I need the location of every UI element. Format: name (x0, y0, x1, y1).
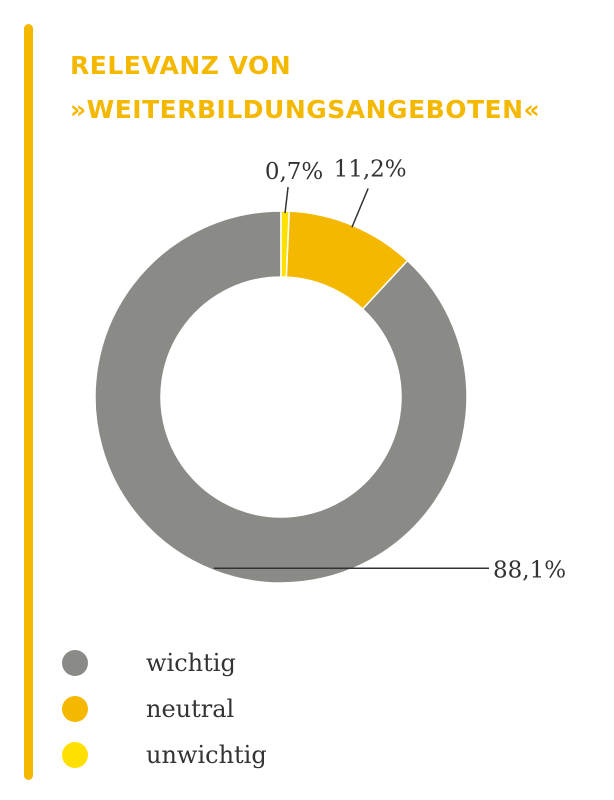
chart-title-line1: RELEVANZ VON (70, 51, 292, 80)
pie-slice-wichtig (94, 210, 468, 584)
accent-bar (24, 24, 33, 780)
leader-line-unwichtig (284, 186, 289, 214)
chart-title-line2: »WEITERBILDUNGSANGEBOTEN« (70, 95, 541, 124)
legend-item-neutral: neutral (62, 686, 267, 732)
data-label-neutral: 11,2% (334, 156, 407, 182)
data-label-unwichtig: 0,7% (265, 159, 323, 185)
chart-title: RELEVANZ VON »WEITERBILDUNGSANGEBOTEN« (70, 44, 540, 132)
legend-label-neutral: neutral (146, 695, 235, 723)
legend-item-unwichtig: unwichtig (62, 732, 267, 778)
legend-label-wichtig: wichtig (146, 649, 236, 677)
legend-swatch-unwichtig (62, 742, 88, 768)
legend-swatch-wichtig (62, 650, 88, 676)
legend-item-wichtig: wichtig (62, 640, 267, 686)
chart-legend: wichtig neutral unwichtig (62, 640, 267, 778)
legend-label-unwichtig: unwichtig (146, 741, 267, 769)
pie-slice-unwichtig (280, 210, 290, 278)
data-label-wichtig: 88,1% (493, 557, 566, 583)
leader-line-neutral (351, 188, 369, 228)
legend-swatch-neutral (62, 696, 88, 722)
